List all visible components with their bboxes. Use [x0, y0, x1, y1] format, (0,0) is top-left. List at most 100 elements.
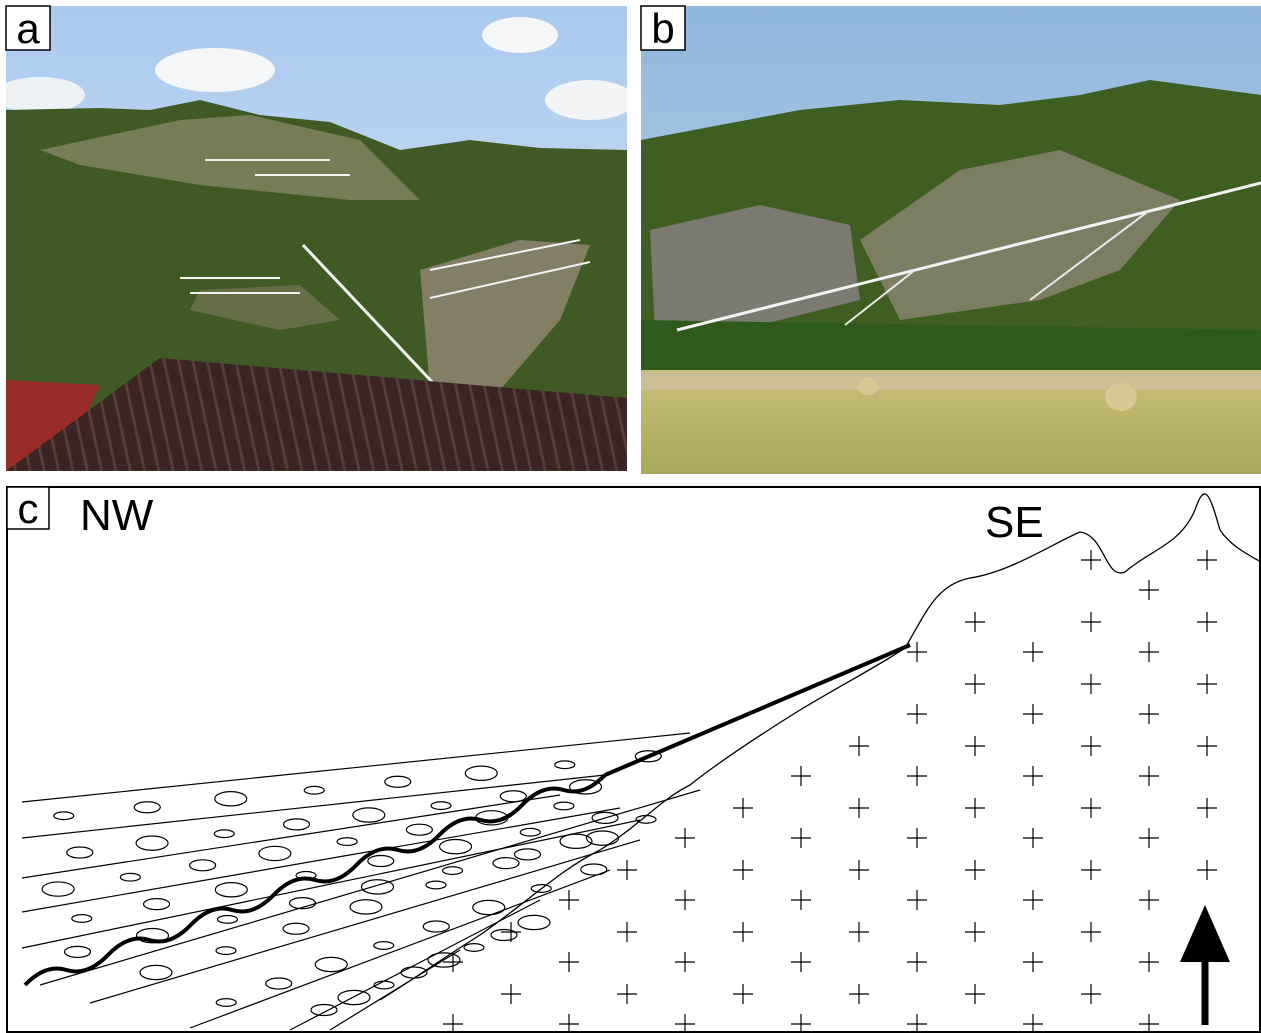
- cross: [965, 736, 985, 756]
- clast: [215, 792, 247, 806]
- cross: [907, 1014, 927, 1033]
- clast: [136, 836, 168, 850]
- panel-label: b: [651, 5, 674, 52]
- cross: [1139, 1014, 1159, 1033]
- cross: [907, 704, 927, 724]
- cross: [559, 952, 579, 972]
- cross: [1081, 736, 1101, 756]
- clast: [554, 802, 574, 810]
- cross: [791, 1014, 811, 1033]
- clast: [65, 946, 91, 957]
- cross: [733, 798, 753, 818]
- clast: [465, 766, 497, 780]
- clast: [134, 802, 160, 813]
- cross: [1197, 550, 1217, 570]
- cross: [965, 922, 985, 942]
- cross: [1139, 766, 1159, 786]
- cross: [849, 798, 869, 818]
- clast: [266, 978, 292, 989]
- clast: [72, 915, 92, 923]
- cross: [1081, 550, 1101, 570]
- clast: [473, 900, 505, 914]
- cross: [501, 984, 521, 1004]
- page: a b c NW SE (() => { const data = JSON.p…: [0, 0, 1261, 1033]
- cross: [617, 984, 637, 1004]
- contact: [380, 648, 905, 1000]
- cross: [965, 612, 985, 632]
- cross: [1197, 736, 1217, 756]
- cross: [1081, 984, 1101, 1004]
- cross: [1197, 860, 1217, 880]
- cross: [1197, 612, 1217, 632]
- granite-symbols: [443, 550, 1217, 1033]
- clast: [374, 942, 394, 950]
- cross: [1023, 828, 1043, 848]
- cross: [1139, 580, 1159, 600]
- cross: [1197, 798, 1217, 818]
- clast: [120, 873, 140, 881]
- cross: [849, 736, 869, 756]
- clast: [350, 900, 382, 914]
- figure: a b c NW SE: [0, 0, 1261, 1033]
- cross: [501, 922, 521, 942]
- direction-label: NW: [80, 491, 154, 540]
- photo-a: [0, 6, 635, 471]
- cross: [1023, 952, 1043, 972]
- clast: [353, 808, 385, 822]
- cross: [443, 952, 463, 972]
- clast: [54, 812, 74, 820]
- clast: [214, 830, 234, 838]
- cross: [791, 890, 811, 910]
- cross: [1139, 642, 1159, 662]
- clast: [426, 881, 446, 889]
- cross: [733, 860, 753, 880]
- clast: [406, 824, 432, 835]
- cross: [1139, 704, 1159, 724]
- cross: [1023, 704, 1043, 724]
- clast: [284, 819, 310, 830]
- clast: [315, 957, 347, 971]
- cross: [907, 890, 927, 910]
- clast: [560, 834, 592, 848]
- clast: [431, 802, 451, 810]
- cross: [733, 984, 753, 1004]
- clast: [362, 880, 394, 894]
- cross: [849, 984, 869, 1004]
- clast: [464, 944, 484, 952]
- panel-label: c: [18, 485, 39, 532]
- clast: [500, 791, 526, 802]
- fault: [605, 645, 910, 775]
- cross: [1023, 642, 1043, 662]
- clast: [440, 839, 472, 853]
- photo-b: [641, 6, 1261, 474]
- clast: [515, 849, 541, 860]
- clast: [338, 990, 370, 1004]
- cross: [675, 952, 695, 972]
- cross: [1081, 674, 1101, 694]
- cross: [791, 952, 811, 972]
- cross: [907, 952, 927, 972]
- clast: [385, 776, 411, 787]
- cross: [791, 828, 811, 848]
- clast: [216, 999, 236, 1007]
- clast: [311, 1005, 337, 1016]
- cross: [1023, 890, 1043, 910]
- cross: [907, 828, 927, 848]
- cross: [559, 1014, 579, 1033]
- clast: [283, 923, 309, 934]
- clast: [140, 965, 172, 979]
- clast: [423, 921, 449, 932]
- cross: [1197, 674, 1217, 694]
- cross: [675, 1014, 695, 1033]
- cross: [1139, 890, 1159, 910]
- cross: [1081, 922, 1101, 942]
- clast: [520, 828, 540, 836]
- cross: [1139, 952, 1159, 972]
- cross: [1081, 612, 1101, 632]
- cross: [559, 890, 579, 910]
- cross: [965, 984, 985, 1004]
- clast: [216, 947, 236, 955]
- cross: [675, 828, 695, 848]
- panel-label: a: [16, 5, 40, 52]
- clast: [443, 867, 463, 875]
